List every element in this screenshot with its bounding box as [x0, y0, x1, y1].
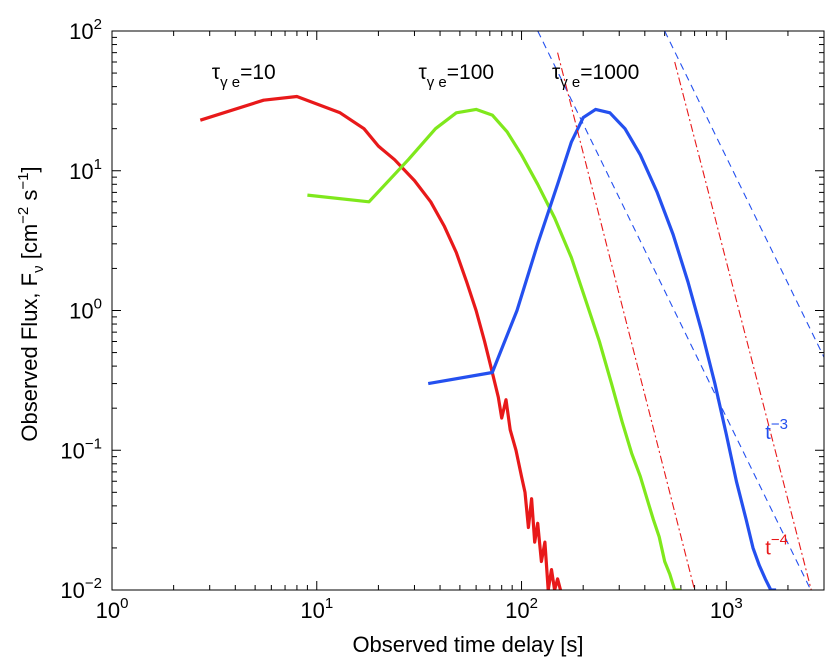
reference-line-1-0	[557, 52, 696, 590]
y-tick-label: 10−2	[60, 575, 102, 603]
reference-label-1: t−4	[765, 531, 788, 559]
series-line-1	[307, 107, 681, 590]
reference-label-0: t−3	[765, 416, 788, 444]
series-annotation-1: τγ e=100	[418, 61, 494, 91]
y-tick-label: 102	[69, 16, 102, 44]
x-tick-label: 103	[710, 595, 743, 623]
series-annotation-0: τγ e=10	[212, 61, 276, 91]
reference-line-0-1	[664, 31, 824, 358]
x-tick-label: 100	[96, 595, 129, 623]
series-layer	[199, 94, 777, 590]
y-tick-label: 101	[69, 156, 102, 184]
y-axis-label: Observed Flux, Fν [cm−2 s−1]	[15, 166, 47, 441]
series-line-2	[427, 107, 777, 590]
y-tick-label: 100	[69, 296, 102, 324]
reference-line-1-1	[674, 61, 812, 590]
series-line-0	[199, 94, 563, 590]
x-tick-label: 102	[505, 595, 538, 623]
reference-line-0-0	[537, 31, 812, 590]
labels-layer: 100 101 102 103 10−2 10−1 100 101 102 τγ e=10 τγ e…	[60, 16, 788, 623]
plot-frame	[111, 30, 825, 591]
series-annotation-2: τγ e=1000	[552, 61, 639, 91]
x-tick-label: 101	[300, 595, 333, 623]
x-axis-label: Observed time delay [s]	[352, 632, 583, 657]
reference-lines	[537, 31, 824, 590]
y-tick-label: 10−1	[60, 435, 102, 463]
